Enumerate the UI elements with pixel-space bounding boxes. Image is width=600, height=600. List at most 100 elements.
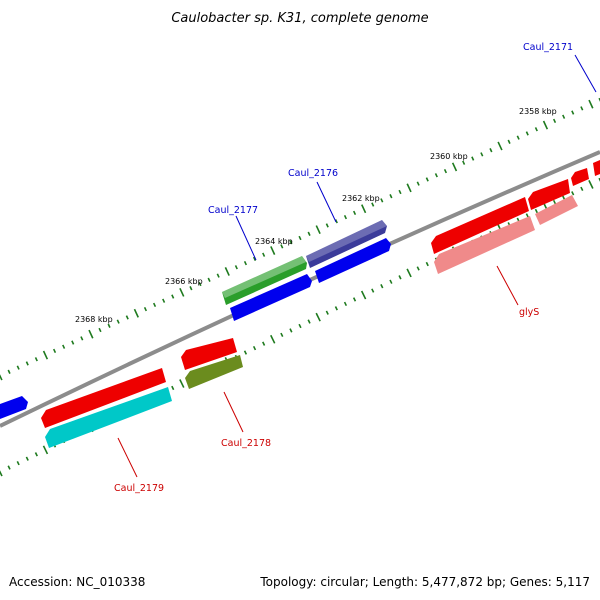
tick-mark (398, 275, 402, 280)
tick-mark (42, 350, 49, 360)
gene-label-caul-2178: Caul_2178 (221, 438, 271, 449)
tick-mark (262, 252, 266, 257)
gene-inner-reverse-5[interactable] (41, 368, 166, 428)
tick-mark (352, 210, 357, 216)
tick-mark (243, 350, 248, 355)
tick-label-2368: 2368 kbp (75, 315, 113, 324)
gene-inner-reverse-2[interactable] (528, 179, 570, 210)
gene-label-caul-2179: Caul_2179 (114, 483, 164, 494)
tick-mark (425, 177, 429, 182)
tick-label-2360: 2360 kbp (430, 152, 468, 161)
gene-arrow (535, 195, 578, 225)
tick-mark (360, 290, 367, 300)
gene-arrow (230, 274, 312, 321)
tick-mark (207, 277, 211, 282)
gene-inner-forward-3[interactable] (0, 396, 28, 419)
accession-text: Accession: NC_010338 (9, 575, 146, 589)
tick-mark (270, 246, 276, 255)
gene-arrow (185, 355, 243, 389)
gene-caul-2176[interactable] (306, 220, 387, 268)
tick-mark (189, 286, 193, 291)
tick-mark (489, 148, 493, 153)
tick-mark (462, 160, 466, 165)
tick-mark (88, 329, 94, 339)
tick-mark (315, 312, 321, 322)
tick-mark (343, 301, 348, 307)
gene-arrow-top (306, 220, 387, 262)
tick-mark (243, 260, 248, 266)
tick-mark (425, 261, 429, 267)
gene-arrow (0, 396, 28, 419)
leader-line-caul-2177 (235, 215, 257, 261)
gene-arrow (528, 179, 570, 210)
gene-arrow (315, 238, 391, 283)
tick-label-2362: 2362 kbp (342, 194, 380, 203)
gene-caul-2179[interactable] (45, 387, 172, 448)
tick-mark (107, 323, 111, 328)
tick-mark (380, 198, 384, 203)
gene-inner-forward-1[interactable] (315, 238, 391, 283)
tick-mark (534, 127, 538, 132)
tick-mark (552, 118, 557, 124)
tick-mark (315, 225, 321, 235)
gene-label-caul-2171: Caul_2171 (523, 42, 573, 53)
tick-mark (224, 267, 230, 276)
tick-mark (516, 135, 520, 140)
tick-mark (179, 287, 185, 297)
tick-mark (588, 99, 594, 109)
leader-line-caul-2171 (574, 54, 597, 93)
tick-mark (398, 189, 402, 195)
gene-caul-2178[interactable] (185, 355, 243, 389)
tick-mark (325, 223, 329, 228)
gene-caul-2177[interactable] (222, 256, 307, 305)
tick-mark (25, 361, 29, 366)
tick-mark (497, 141, 503, 151)
tick-mark (252, 256, 257, 262)
tick-mark (389, 279, 393, 284)
tick-mark (343, 214, 348, 220)
tick-mark (525, 213, 529, 218)
tick-mark (588, 180, 594, 189)
tick-mark (325, 310, 329, 315)
tick-mark (480, 152, 484, 157)
gene-arrow (45, 387, 172, 448)
gene-inner-reverse-3[interactable] (571, 168, 589, 186)
tick-mark (298, 323, 302, 329)
tick-mark (289, 328, 293, 333)
tick-mark (234, 265, 238, 270)
tick-mark (542, 120, 549, 130)
gene-arrow (571, 168, 589, 186)
tick-mark (298, 235, 302, 241)
tick-mark (389, 194, 393, 199)
tick-mark (16, 461, 20, 466)
tick-mark (371, 288, 375, 293)
leader-line-caul-2179 (117, 437, 138, 478)
tick-mark (125, 315, 129, 320)
tick-mark (0, 470, 3, 477)
tick-mark (16, 365, 20, 370)
leader-line-caul-2178 (223, 391, 244, 433)
tick-mark (62, 344, 66, 349)
gene-inner-forward-2[interactable] (230, 274, 312, 321)
tick-mark (352, 297, 357, 302)
tick-mark (416, 181, 420, 186)
gene-arrow (434, 216, 535, 274)
tick-mark (289, 240, 293, 245)
tick-mark (525, 131, 529, 136)
tick-mark (562, 114, 566, 119)
gene-arrow (306, 220, 387, 268)
tick-mark (571, 110, 575, 115)
gene-inner-reverse-1[interactable] (431, 197, 529, 254)
tick-mark (171, 385, 175, 391)
gene-inner-reverse-4[interactable] (181, 338, 237, 370)
tick-mark (270, 334, 276, 344)
gene-edge-fragment (593, 160, 600, 176)
gene-arrow-top (222, 256, 306, 298)
tick-label-2364: 2364 kbp (255, 237, 293, 246)
tick-mark (171, 294, 175, 299)
gene-label-caul-2176: Caul_2176 (288, 168, 338, 179)
gene-arrow (41, 368, 166, 428)
tick-mark (598, 97, 600, 102)
tick-mark (25, 456, 29, 461)
gene-glys[interactable] (434, 195, 578, 274)
